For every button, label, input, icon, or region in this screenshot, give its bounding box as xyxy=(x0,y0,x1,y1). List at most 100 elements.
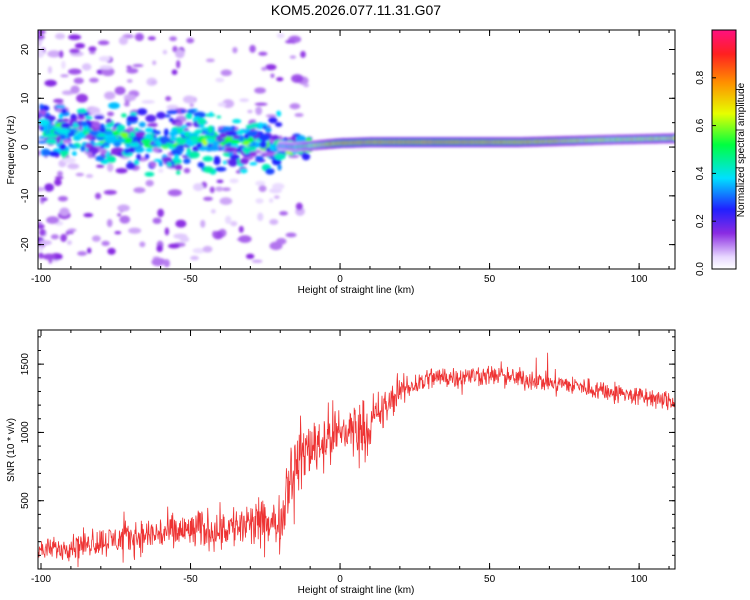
heatmap-speckle xyxy=(62,157,76,164)
heatmap-speckle xyxy=(81,63,92,71)
heatmap-cell xyxy=(126,115,139,123)
heatmap-speckle xyxy=(85,174,94,178)
heatmap-speckle xyxy=(203,196,213,201)
heatmap-cell xyxy=(205,138,216,143)
heatmap-cell xyxy=(119,131,129,138)
heatmap-cell xyxy=(276,110,282,117)
heatmap-speckle xyxy=(289,55,297,59)
heatmap-speckle xyxy=(217,102,227,107)
heatmap-cell xyxy=(168,131,179,137)
heatmap-speckle xyxy=(38,30,46,35)
heatmap-speckle xyxy=(77,251,88,256)
heatmap-speckle xyxy=(38,223,45,229)
y-tick-label: 1500 xyxy=(20,353,31,376)
heatmap-cell xyxy=(85,115,93,120)
heatmap-speckle xyxy=(255,180,266,187)
heatmap-speckle xyxy=(67,228,77,232)
heatmap-speckle xyxy=(101,240,110,246)
heatmap-speckle xyxy=(92,235,101,242)
y-tick-label: 10 xyxy=(20,92,31,104)
heatmap-speckle xyxy=(126,67,139,74)
heatmap-blobs xyxy=(38,30,675,268)
heatmap-speckle xyxy=(88,46,97,52)
heatmap-cell xyxy=(135,131,146,137)
heatmap-speckle xyxy=(65,230,70,236)
heatmap-cell xyxy=(167,161,172,167)
heatmap-cell xyxy=(128,142,140,148)
heatmap-cell xyxy=(45,133,56,139)
heatmap-cell xyxy=(146,123,158,128)
x-tick-label: -50 xyxy=(183,274,198,285)
heatmap-cell xyxy=(60,134,67,139)
heatmap-speckle xyxy=(182,95,196,104)
heatmap-cell xyxy=(194,129,203,135)
heatmap-speckle xyxy=(47,50,61,58)
snr-panel: -100 -50 0 50 100 500 1000 1500 Height of strai… xyxy=(6,329,676,596)
heatmap-cell xyxy=(229,139,241,144)
heatmap-cell xyxy=(129,111,138,117)
heatmap-speckle xyxy=(145,179,154,187)
heatmap-speckle xyxy=(210,209,216,214)
spectrogram-heatmap xyxy=(38,30,675,268)
heatmap-cell xyxy=(80,121,88,127)
heatmap-speckle xyxy=(285,39,295,44)
heatmap-cell xyxy=(170,128,179,133)
heatmap-cell xyxy=(87,134,93,141)
heatmap-cell xyxy=(96,133,107,137)
heatmap-speckle xyxy=(166,104,179,110)
colorbar-tick-label: 0.8 xyxy=(695,70,706,84)
heatmap-cell xyxy=(236,129,245,135)
heatmap-speckle xyxy=(107,247,116,255)
heatmap-cell xyxy=(242,141,251,145)
heatmap-cell xyxy=(271,134,280,141)
heatmap-cell xyxy=(174,154,179,162)
heatmap-cell xyxy=(184,131,190,138)
heatmap-cell xyxy=(202,155,214,162)
heatmap-speckle xyxy=(141,100,155,104)
colorbar-tick-label: 0.0 xyxy=(695,262,706,276)
heatmap-cell xyxy=(55,105,66,109)
heatmap-speckle xyxy=(269,241,283,251)
heatmap-cell xyxy=(269,146,275,151)
heatmap-speckle xyxy=(50,234,59,240)
heatmap-cell xyxy=(71,151,77,157)
heatmap-cell xyxy=(166,109,179,115)
heatmap-speckle xyxy=(38,245,44,252)
heatmap-cell xyxy=(232,119,242,124)
heatmap-speckle xyxy=(255,198,264,204)
heatmap-speckle xyxy=(38,221,43,225)
spectrogram-xlabel: Height of straight line (km) xyxy=(298,285,415,296)
heatmap-speckle xyxy=(60,74,69,78)
heatmap-speckle xyxy=(175,219,187,228)
heatmap-speckle xyxy=(202,245,213,253)
heatmap-speckle xyxy=(69,48,81,54)
heatmap-speckle xyxy=(254,102,268,106)
spectrogram-ylabel: Frequency (Hz) xyxy=(6,116,17,185)
heatmap-speckle xyxy=(126,79,133,83)
heatmap-cell xyxy=(229,154,240,160)
heatmap-cell xyxy=(152,128,157,134)
figure-title: KOM5.2026.077.11.31.G07 xyxy=(271,2,441,18)
heatmap-speckle xyxy=(60,233,67,242)
heatmap-cell xyxy=(176,170,181,175)
heatmap-speckle xyxy=(175,49,185,59)
heatmap-cell xyxy=(61,129,71,133)
heatmap-cell xyxy=(138,121,146,128)
heatmap-speckle xyxy=(258,185,267,192)
heatmap-cell xyxy=(152,147,160,152)
heatmap-speckle xyxy=(245,253,255,260)
heatmap-speckle xyxy=(38,49,45,58)
heatmap-speckle xyxy=(97,40,110,46)
heatmap-cell xyxy=(197,161,205,168)
heatmap-cell xyxy=(175,145,181,150)
heatmap-cell xyxy=(186,147,192,154)
heatmap-cell xyxy=(288,154,300,159)
heatmap-cell xyxy=(85,143,93,149)
heatmap-speckle xyxy=(276,33,285,39)
heatmap-speckle xyxy=(39,239,52,246)
heatmap-cell xyxy=(254,158,266,163)
heatmap-speckle xyxy=(115,167,128,174)
